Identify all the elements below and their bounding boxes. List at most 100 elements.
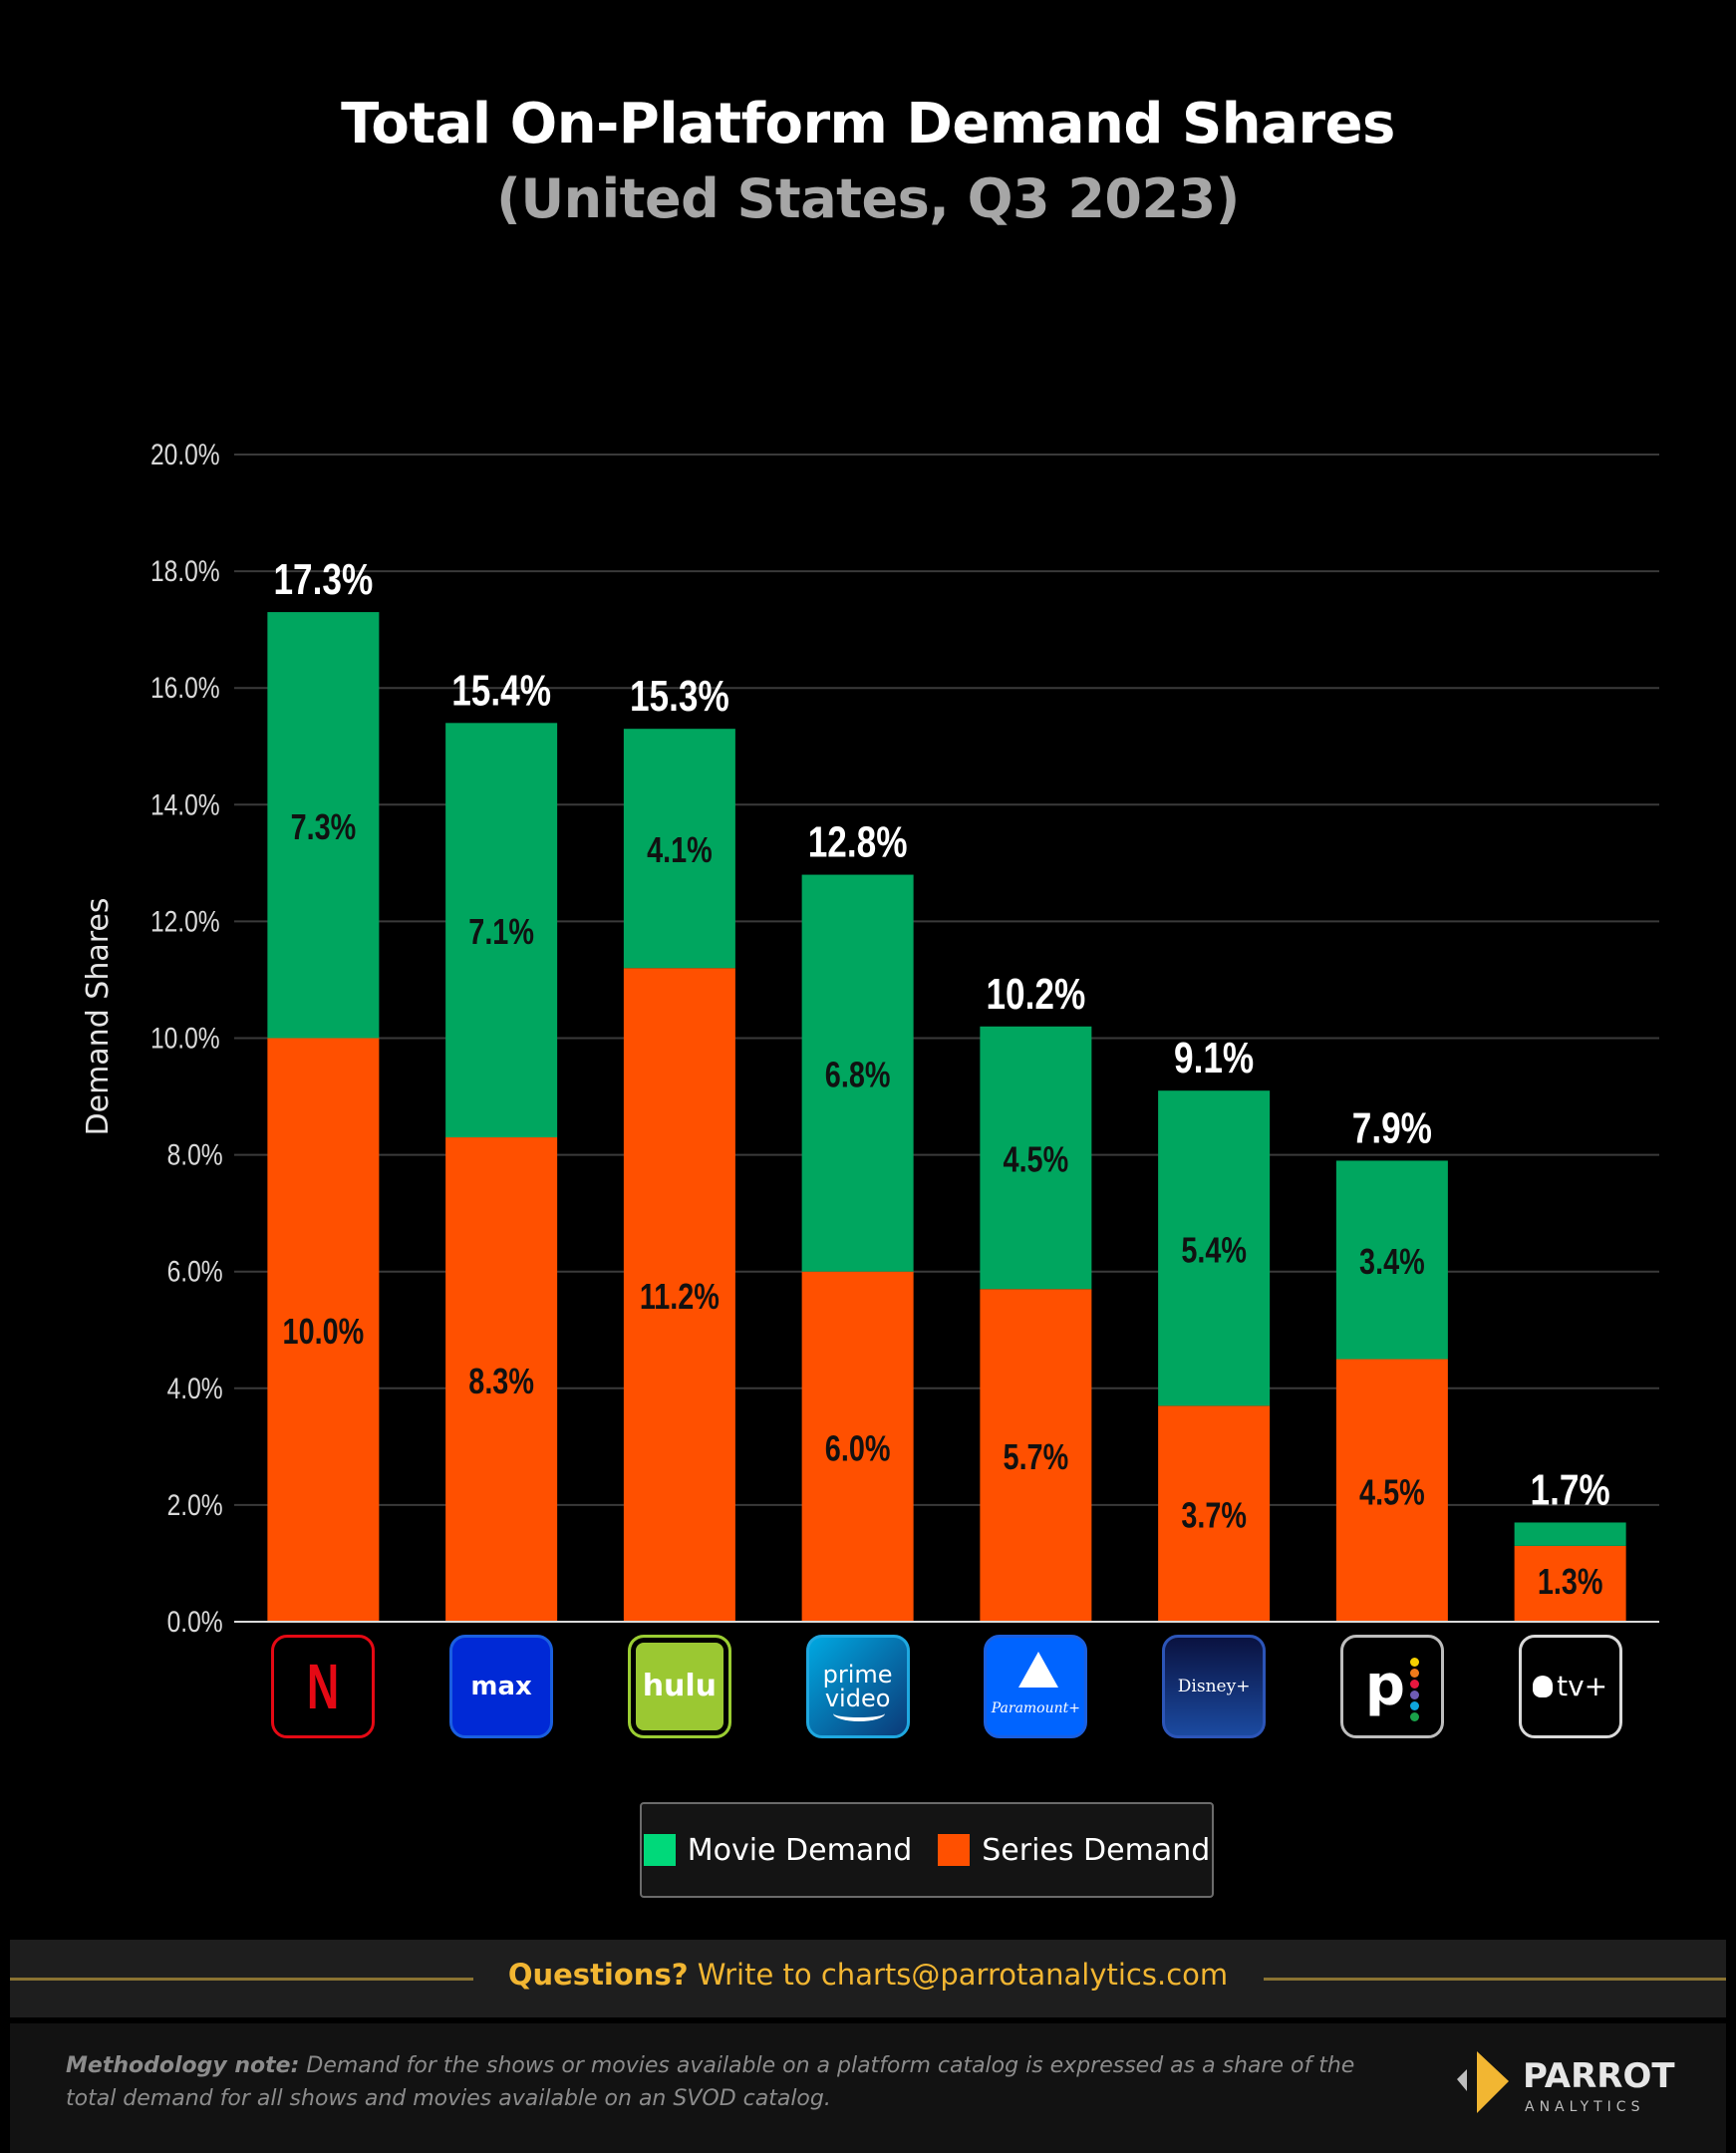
bar-movie-demand — [1158, 1090, 1271, 1406]
legend: Movie Demand Series Demand — [640, 1802, 1214, 1898]
series-value-label: 6.0% — [825, 1427, 891, 1468]
bar-group-paramount-: 5.7% 4.5% 10.2% — [980, 970, 1092, 1622]
bar-movie-demand — [801, 874, 914, 1272]
apple-icon — [1533, 1676, 1554, 1697]
y-tick-label: 0.0% — [167, 1605, 223, 1639]
movie-value-label: 7.3% — [291, 806, 357, 847]
paramount-mountain-icon — [1018, 1652, 1059, 1688]
bar-group-apple-tv-: 1.3% 1.7% — [1514, 1466, 1626, 1622]
paramount-plus-logo-text: Paramount+ — [991, 1700, 1081, 1716]
movie-value-label: 5.4% — [1181, 1229, 1247, 1270]
max-logo-text: max — [470, 1672, 532, 1701]
contact-email-link[interactable]: Write to charts@parrotanalytics.com — [688, 1958, 1229, 1992]
y-axis-ticks: 0.0% 2.0% 4.0% 6.0% 8.0% 10.0% 12.0% 14.0% 16.0%… — [150, 438, 223, 1639]
total-value-label: 15.4% — [451, 667, 551, 716]
paramount-plus-logo-icon: Paramount+ — [984, 1635, 1088, 1738]
legend-label-movie: Movie Demand — [687, 1832, 913, 1868]
logo-arrow-icon — [1457, 2069, 1467, 2091]
hulu-logo-text: hulu — [642, 1669, 718, 1703]
bar-series-demand — [1514, 1545, 1626, 1622]
bar-group-prime-video: 6.0% 6.8% 12.8% — [801, 818, 914, 1622]
chart-subtitle: (United States, Q3 2023) — [496, 167, 1240, 230]
y-tick-label: 2.0% — [167, 1488, 223, 1522]
logo-triangle-icon — [1477, 2051, 1509, 2113]
movie-value-label: 7.1% — [468, 911, 534, 952]
bar-series-demand — [801, 1271, 914, 1622]
prime-video-logo-text: prime video — [822, 1661, 893, 1712]
brand-name: PARROT — [1523, 2056, 1675, 2096]
peacock-dots-icon — [1409, 1658, 1419, 1721]
netflix-logo-text: N — [307, 1651, 340, 1722]
series-value-label: 4.5% — [1359, 1471, 1425, 1512]
movie-value-label: 4.1% — [647, 829, 713, 870]
movie-value-label: 6.8% — [825, 1055, 891, 1095]
bar-series-demand — [623, 968, 735, 1622]
bar-series-demand — [267, 1038, 380, 1622]
apple-tv-plus-logo-icon: tv+ — [1518, 1635, 1622, 1738]
divider-left — [10, 1978, 473, 1981]
methodology-text: Demand for the shows or movies available… — [66, 2053, 1355, 2111]
bar-group-disney-: 3.7% 5.4% 9.1% — [1158, 1035, 1271, 1622]
legend-label-series: Series Demand — [982, 1832, 1211, 1868]
y-tick-label: 10.0% — [150, 1021, 220, 1055]
series-value-label: 1.3% — [1538, 1561, 1603, 1602]
bar-series-demand — [1158, 1405, 1271, 1622]
amazon-smile-icon — [832, 1705, 885, 1721]
total-value-label: 1.7% — [1531, 1466, 1610, 1515]
bar-series-demand — [980, 1289, 1092, 1622]
disney-plus-logo-icon: Disney+ — [1162, 1635, 1267, 1738]
series-value-label: 8.3% — [468, 1361, 534, 1401]
series-value-label: 5.7% — [1004, 1436, 1069, 1477]
parrot-analytics-logo: PARROT ANALYTICS — [1447, 2043, 1686, 2123]
y-tick-label: 6.0% — [167, 1254, 223, 1288]
total-value-label: 15.3% — [630, 673, 729, 722]
legend-swatch-movie — [643, 1834, 676, 1866]
bar-group-peacock: 4.5% 3.4% 7.9% — [1335, 1104, 1448, 1622]
total-value-label: 9.1% — [1174, 1035, 1254, 1083]
y-axis-label: Demand Shares — [81, 898, 116, 1136]
hulu-logo-icon: hulu — [627, 1635, 731, 1738]
y-tick-label: 12.0% — [150, 904, 220, 938]
questions-label: Questions? — [507, 1958, 689, 1992]
movie-value-label: 3.4% — [1359, 1241, 1425, 1282]
methodology-label: Methodology note: — [66, 2053, 300, 2078]
prime-video-logo-icon: prime video — [805, 1635, 910, 1738]
legend-item-series: Series Demand — [938, 1833, 1210, 1868]
y-tick-label: 18.0% — [150, 554, 220, 588]
legend-swatch-series — [938, 1834, 971, 1866]
bar-movie-demand — [1335, 1160, 1448, 1360]
peacock-logo-text: p — [1364, 1654, 1405, 1718]
bar-series-demand — [1335, 1359, 1448, 1622]
peacock-logo-icon: p — [1339, 1635, 1444, 1738]
bar-movie-demand — [267, 612, 380, 1039]
brand-sub: ANALYTICS — [1525, 2099, 1644, 2115]
series-value-label: 3.7% — [1181, 1495, 1247, 1536]
bar-group-hulu: 11.2% 4.1% 15.3% — [623, 673, 735, 1622]
movie-value-label: 4.5% — [1004, 1138, 1069, 1179]
bar-series-demand — [445, 1137, 558, 1622]
total-value-label: 12.8% — [808, 818, 908, 867]
stacked-bar-chart: 0.0% 2.0% 4.0% 6.0% 8.0% 10.0% 12.0% 14.0% 16.0%… — [81, 438, 1659, 1639]
y-tick-label: 14.0% — [150, 787, 220, 821]
bar-group-max: 8.3% 7.1% 15.4% — [445, 667, 558, 1622]
bar-movie-demand — [1514, 1522, 1626, 1546]
max-logo-icon: max — [449, 1635, 554, 1738]
bars: 10.0% 7.3% 17.3% 8.3% 7.1% 15.4% 11.2% 4.1% 15.3… — [267, 555, 1626, 1622]
divider-right — [1264, 1978, 1726, 1981]
series-value-label: 11.2% — [640, 1276, 720, 1317]
disney-plus-logo-text: Disney+ — [1177, 1676, 1251, 1696]
netflix-logo-icon: N — [271, 1635, 376, 1738]
bar-group-netflix: 10.0% 7.3% 17.3% — [267, 555, 380, 1622]
y-tick-label: 8.0% — [167, 1137, 223, 1171]
questions-banner: Questions? Write to charts@parrotanalyti… — [10, 1940, 1726, 2017]
bar-movie-demand — [980, 1026, 1092, 1290]
legend-item-movie: Movie Demand — [643, 1832, 913, 1868]
y-tick-label: 16.0% — [150, 671, 220, 705]
total-value-label: 17.3% — [273, 555, 373, 604]
total-value-label: 7.9% — [1352, 1104, 1432, 1153]
chart-title: Total On-Platform Demand Shares — [341, 92, 1395, 156]
apple-tv-plus-logo-text: tv+ — [1557, 1670, 1608, 1702]
bar-movie-demand — [445, 723, 558, 1138]
methodology-panel: Methodology note: Demand for the shows o… — [10, 2023, 1726, 2153]
y-tick-label: 4.0% — [167, 1371, 223, 1404]
